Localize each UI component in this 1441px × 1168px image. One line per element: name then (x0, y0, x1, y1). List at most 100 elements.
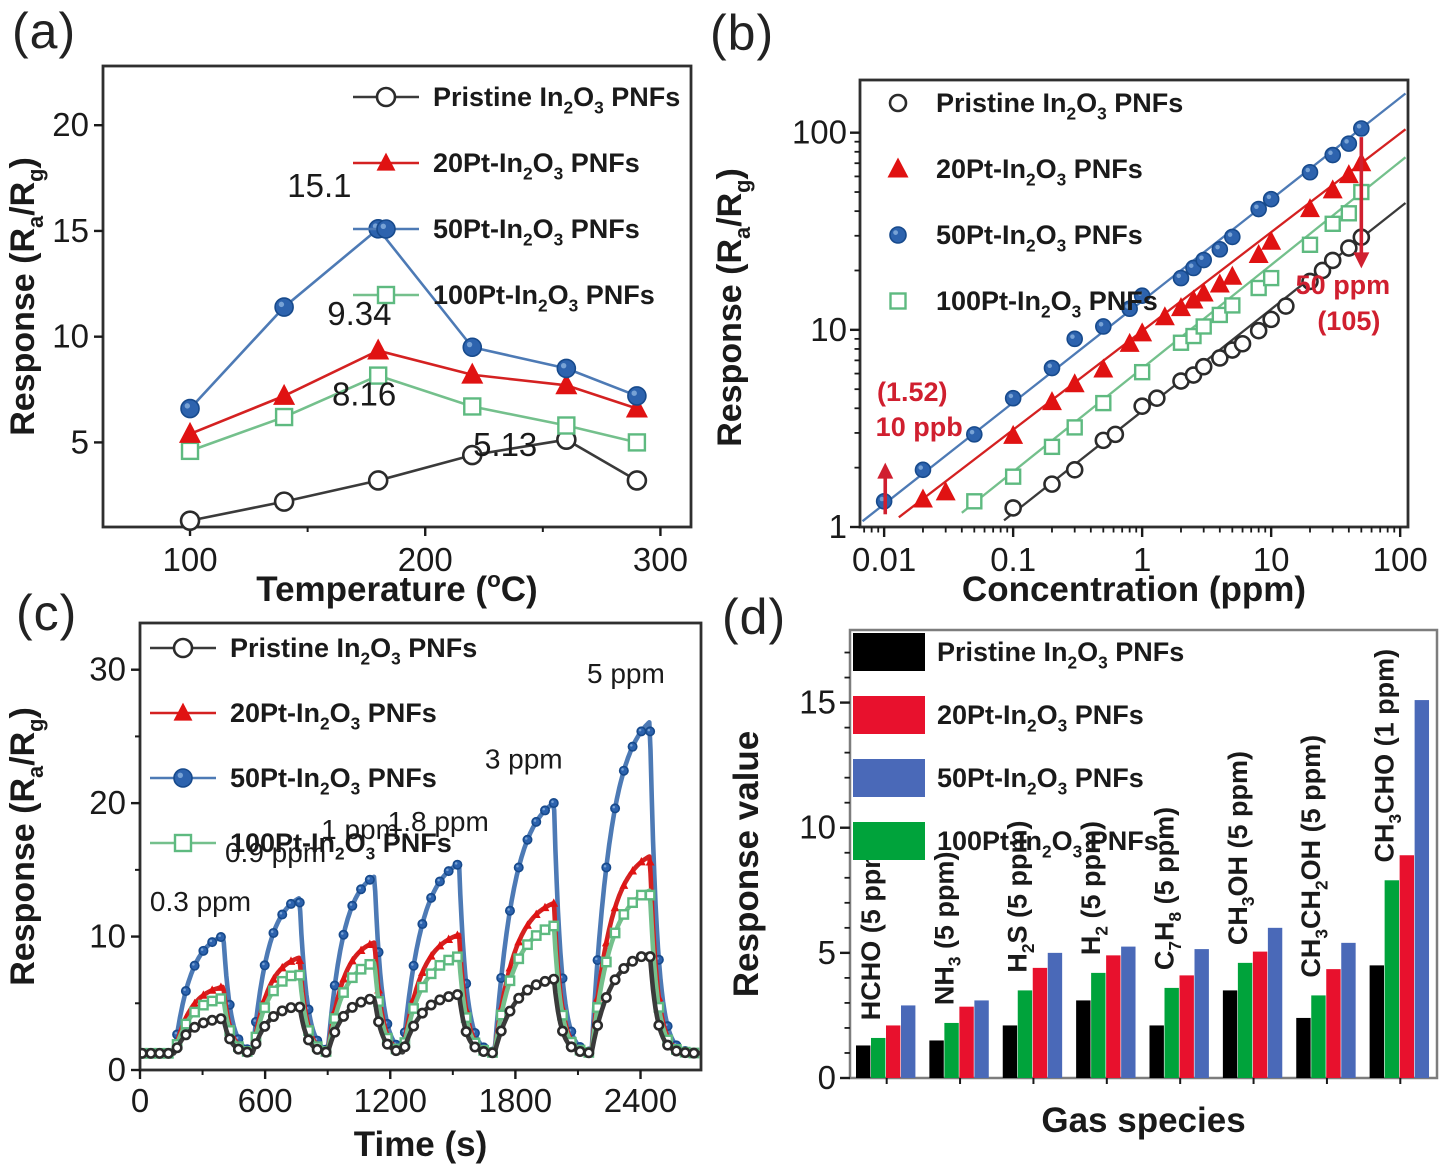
peak-value-annotation: 8.16 (332, 375, 396, 412)
y-tick: 5 (818, 934, 836, 971)
legend-label-pt100: 100Pt-In2O3 PNFs (230, 828, 452, 863)
panel-b-label: (b) (710, 5, 775, 61)
panel-a-chart: 100 200 300 5 10 15 20 Temperature (oC) Response… (4, 64, 693, 609)
y-tick: 20 (52, 106, 89, 143)
x-tick: 1 (1133, 541, 1151, 578)
legend-label-pt100: 100Pt-In2O3 PNFs (433, 280, 655, 315)
pulse-concentration-label: 0.3 ppm (150, 886, 251, 917)
bar-pristine-0 (856, 1045, 871, 1078)
panel-a-series-pt50 (180, 219, 647, 419)
panel-c-label: (c) (16, 585, 78, 641)
gas-species-label: C7H8 (5 ppm) (1150, 807, 1185, 970)
panel-d-chart: 0 5 10 15 Gas species Response value HCHO (5 p… (727, 628, 1439, 1140)
panel-c-series-pristine (141, 951, 700, 1059)
red-annotation: 50 ppm (1296, 270, 1391, 300)
x-tick: 0.01 (852, 541, 916, 578)
bar-pristine-1 (929, 1040, 944, 1078)
bar-pt50-5 (1267, 927, 1283, 1078)
legend-label-pt50: 50Pt-In2O3 PNFs (936, 220, 1143, 255)
bar-pt100-1 (944, 1022, 959, 1078)
x-tick: 1200 (354, 1082, 427, 1119)
y-tick: 10 (89, 918, 126, 955)
bar-pristine-5 (1222, 990, 1238, 1078)
legend-label-pt20: 20Pt-In2O3 PNFs (230, 698, 437, 733)
y-axis-title: Response (Ra/Rg) (4, 157, 48, 436)
bar-pt100-2 (1017, 990, 1033, 1078)
panel-a-axes: 100 200 300 5 10 15 20 (52, 64, 693, 578)
bar-pt100-5 (1237, 962, 1253, 1078)
bar-pt20-4 (1179, 975, 1194, 1078)
y-tick: 30 (89, 651, 126, 688)
panel-c-legend: Pristine In2O3 PNFs 20Pt-In2O3 PNFs 50Pt-I… (150, 633, 477, 863)
bar-pt50-3 (1121, 946, 1136, 1078)
panel-b-legend: Pristine In2O3 PNFs 20Pt-In2O3 PNFs 50Pt-I… (887, 88, 1183, 321)
x-axis-title: Time (s) (354, 1125, 488, 1164)
legend-label-pt20: 20Pt-In2O3 PNFs (936, 154, 1143, 189)
y-tick: 10 (799, 809, 836, 846)
legend-label-pt50: 50Pt-In2O3 PNFs (433, 214, 640, 249)
legend-label-pt20: 20Pt-In2O3 PNFs (937, 700, 1144, 735)
bar-pt20-5 (1252, 951, 1268, 1078)
panel-c-axes: 0 600 1200 1800 2400 0 10 20 30 (89, 621, 703, 1119)
panel-b-series-pt100 (961, 156, 1407, 514)
pulse-concentration-label: 5 ppm (587, 658, 665, 689)
panel-d-bars (856, 700, 1430, 1078)
bar-pt20-2 (1032, 967, 1048, 1078)
legend-label-pt50: 50Pt-In2O3 PNFs (937, 763, 1144, 798)
y-axis-title: Response value (727, 731, 766, 998)
bar-pt100-0 (871, 1037, 886, 1078)
panel-a-series (178, 219, 648, 531)
red-annotation: (105) (1317, 306, 1380, 336)
gas-species-label: H2 (5 ppm) (1076, 821, 1111, 955)
bar-pt20-0 (886, 1025, 901, 1078)
y-tick: 0 (818, 1059, 836, 1096)
y-tick: 10 (52, 318, 89, 355)
peak-value-annotation: 15.1 (287, 167, 351, 204)
gas-species-label: CH3CHO (1 ppm) (1370, 649, 1405, 863)
x-tick: 100 (1373, 541, 1428, 578)
bar-pt100-7 (1384, 880, 1400, 1078)
gas-species-label: CH3CH2OH (5 ppm) (1296, 735, 1331, 978)
bar-pristine-2 (1002, 1025, 1018, 1078)
y-tick: 5 (71, 423, 89, 460)
y-tick: 100 (792, 114, 847, 151)
y-tick: 15 (799, 684, 836, 721)
x-tick: 1800 (479, 1082, 552, 1119)
legend-label-pristine: Pristine In2O3 PNFs (433, 82, 680, 117)
x-tick: 300 (633, 541, 688, 578)
panel-c-series (141, 720, 700, 1059)
panel-d-legend: Pristine In2O3 PNFs 20Pt-In2O3 PNFs 50Pt-I… (853, 633, 1184, 861)
panel-b-series-pristine (1003, 202, 1407, 522)
y-axis-title: Response (Ra/Rg) (4, 707, 48, 986)
bar-pt100-3 (1091, 972, 1106, 1078)
panel-d-label: (d) (722, 589, 787, 645)
panel-a-series-pt100 (180, 366, 647, 461)
gas-species-label: H2S (5 ppm) (1003, 821, 1038, 973)
pulse-concentration-label: 1.8 ppm (388, 806, 489, 837)
panel-b-series (861, 92, 1407, 523)
bar-pristine-3 (1076, 1000, 1091, 1078)
y-tick: 0 (108, 1051, 126, 1088)
panel-a-series-pristine (179, 429, 648, 531)
x-tick: 2400 (604, 1082, 677, 1119)
legend-label-pristine: Pristine In2O3 PNFs (936, 88, 1183, 123)
panel-d-annotations: HCHO (5 ppm) NH3 (5 ppm) H2S (5 ppm) H2 (5 … (856, 649, 1405, 1020)
x-tick: 100 (162, 541, 217, 578)
pulse-concentration-label: 3 ppm (485, 743, 563, 774)
bar-pristine-7 (1369, 965, 1385, 1078)
y-tick: 1 (829, 508, 847, 545)
panel-d-axes: 0 5 10 15 (799, 628, 1439, 1096)
pulse-concentration-label: 0.9 ppm (225, 837, 326, 868)
y-axis-title: Response (Ra/Rg) (711, 168, 755, 447)
x-tick: 0.1 (990, 541, 1036, 578)
legend-label-pt100: 100Pt-In2O3 PNFs (936, 286, 1158, 321)
x-axis-title: Gas species (1041, 1101, 1245, 1140)
bar-pt20-1 (959, 1006, 974, 1078)
panel-b-series-pt50 (861, 92, 1407, 523)
legend-label-pristine: Pristine In2O3 PNFs (937, 637, 1184, 672)
legend-label-pt20: 20Pt-In2O3 PNFs (433, 148, 640, 183)
bar-pt50-4 (1194, 949, 1209, 1078)
x-tick: 10 (1253, 541, 1290, 578)
bar-pt100-4 (1164, 987, 1179, 1078)
